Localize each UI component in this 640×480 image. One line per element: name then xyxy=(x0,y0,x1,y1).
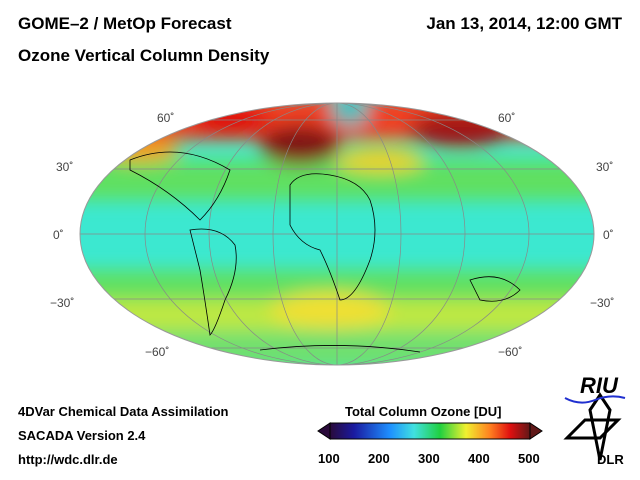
footer-line2: SACADA Version 2.4 xyxy=(18,428,146,443)
colorbar-tick: 300 xyxy=(418,451,440,466)
lat-label: −30˚ xyxy=(50,296,75,310)
footer-url[interactable]: http://wdc.dlr.de xyxy=(18,452,118,467)
coastlines xyxy=(129,151,521,353)
colorbar-tick: 200 xyxy=(368,451,390,466)
dlr-logo-icon xyxy=(563,392,622,461)
dlr-logo: DLR xyxy=(597,452,624,467)
subtitle: Ozone Vertical Column Density xyxy=(18,46,270,65)
colorbar-tick: 100 xyxy=(318,451,340,466)
colorbar-tick: 500 xyxy=(518,451,540,466)
lat-label: −30˚ xyxy=(590,296,615,310)
colorbar-title: Total Column Ozone [DU] xyxy=(345,404,502,419)
colorbar-min-arrow xyxy=(317,422,331,440)
lat-label: 30˚ xyxy=(596,160,614,174)
colorbar-max-arrow xyxy=(529,422,543,440)
lat-label: 0˚ xyxy=(53,228,64,242)
colorbar xyxy=(329,422,531,440)
lat-label: 60˚ xyxy=(498,111,516,125)
lat-label: 30˚ xyxy=(56,160,74,174)
lat-label: 0˚ xyxy=(603,228,614,242)
ozone-field xyxy=(80,103,594,365)
lat-label: −60˚ xyxy=(145,345,170,359)
map-border xyxy=(79,102,595,366)
footer-line1: 4DVar Chemical Data Assimilation xyxy=(18,404,229,419)
datetime: Jan 13, 2014, 12:00 GMT xyxy=(426,14,622,33)
lat-label: −60˚ xyxy=(498,345,523,359)
title: GOME–2 / MetOp Forecast xyxy=(18,14,232,33)
colorbar-tick: 400 xyxy=(468,451,490,466)
lat-label: 60˚ xyxy=(157,111,175,125)
riu-logo: RIU xyxy=(580,373,618,398)
riu-logo-icon xyxy=(564,395,626,404)
